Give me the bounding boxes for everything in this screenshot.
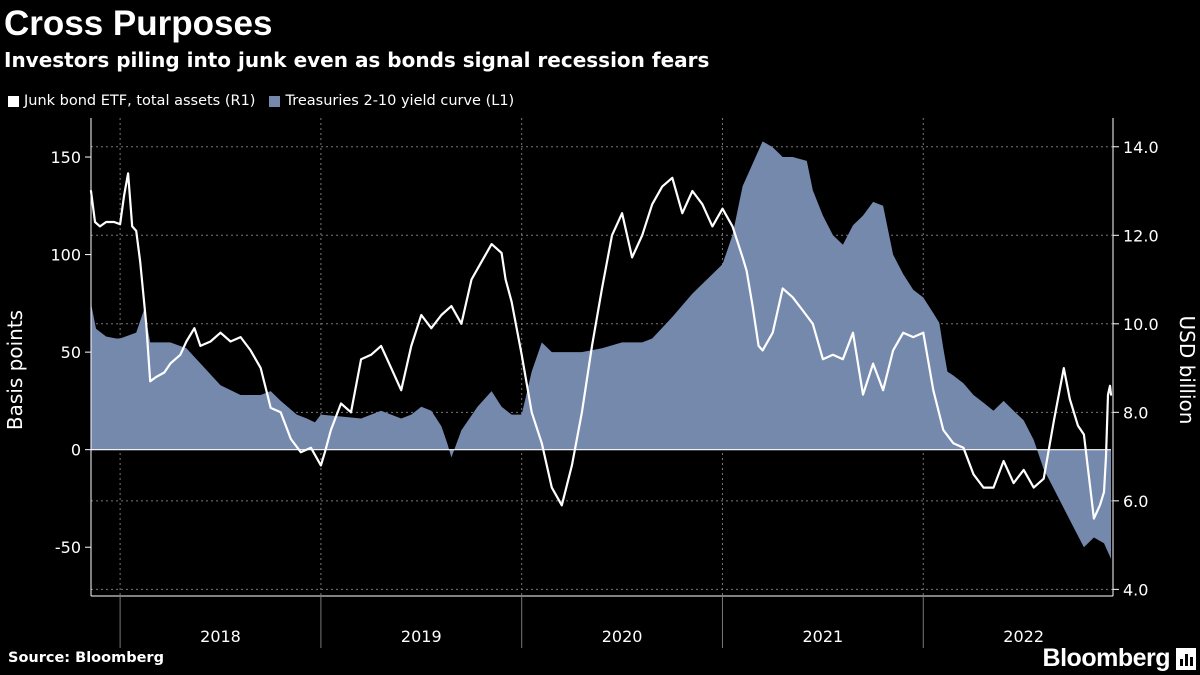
x-label-2020: 2020 <box>602 627 643 646</box>
line-layer <box>89 172 1113 520</box>
legend-item-yield-curve: Treasuries 2-10 yield curve (L1) <box>269 90 514 112</box>
legend: Junk bond ETF, total assets (R1) Treasur… <box>8 90 514 112</box>
left-tick-label-0: 150 <box>50 148 81 167</box>
left-tick-label-1: 100 <box>50 246 81 265</box>
brand-logo: Bloomberg <box>1042 644 1171 672</box>
right-tick-label-5: 4.0 <box>1123 580 1148 599</box>
right-tick-label-2: 10.0 <box>1123 315 1159 334</box>
x-label-2021: 2021 <box>803 627 844 646</box>
right-tick-label-3: 8.0 <box>1123 403 1148 422</box>
area-layer <box>91 141 1111 559</box>
left-tick-label-2: 50 <box>61 343 81 362</box>
right-tick-label-1: 12.0 <box>1123 226 1159 245</box>
yield-curve-area <box>91 141 1111 559</box>
x-label-2018: 2018 <box>200 627 241 646</box>
legend-swatch-white <box>8 95 19 107</box>
legend-item-junk-bond: Junk bond ETF, total assets (R1) <box>8 90 255 112</box>
left-axis-label: Basis points <box>3 310 27 430</box>
left-tick-label-4: -50 <box>55 538 81 557</box>
legend-label-yield-curve: Treasuries 2-10 yield curve (L1) <box>285 93 515 109</box>
chart-subtitle: Investors piling into junk even as bonds… <box>4 48 710 72</box>
axis-layer: 150 100 50 0 -50 14.0 12.0 10.0 8.0 6.0 4.0 2018 201… <box>50 118 1159 648</box>
legend-swatch-blue <box>269 95 281 107</box>
left-tick-label-3: 0 <box>71 441 81 460</box>
legend-label-junk-bond: Junk bond ETF, total assets (R1) <box>24 93 256 109</box>
right-tick-label-4: 6.0 <box>1123 492 1148 511</box>
junk-bond-line <box>89 172 1113 520</box>
right-axis-label: USD billion <box>1175 316 1199 425</box>
right-tick-label-0: 14.0 <box>1123 138 1159 157</box>
source-note: Source: Bloomberg <box>8 650 164 666</box>
bloomberg-terminal-icon <box>1176 648 1196 670</box>
chart-title: Cross Purposes <box>4 4 273 43</box>
x-label-2022: 2022 <box>1003 627 1044 646</box>
x-label-2019: 2019 <box>401 627 442 646</box>
